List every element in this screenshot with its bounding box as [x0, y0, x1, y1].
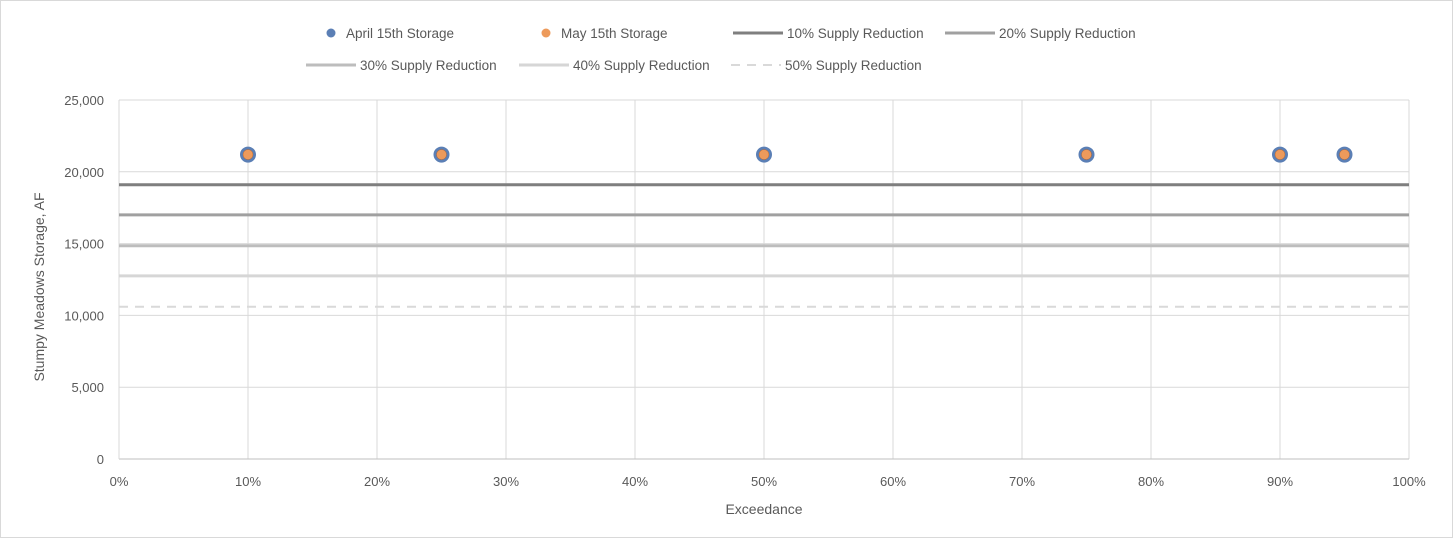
legend-label: May 15th Storage — [561, 26, 668, 41]
axes: 0% 10% 20% 30% 40% 50% 60% 70% 80% 90% 100% 0 5,000 1… — [64, 93, 1426, 489]
y-tick-label: 5,000 — [71, 380, 104, 395]
legend-item: April 15th Storage — [327, 26, 455, 41]
legend-label: 10% Supply Reduction — [787, 26, 924, 41]
x-tick-label: 100% — [1392, 474, 1426, 489]
x-tick-label: 60% — [880, 474, 906, 489]
x-tick-label: 90% — [1267, 474, 1293, 489]
x-tick-label: 0% — [110, 474, 129, 489]
legend-item: May 15th Storage — [542, 26, 668, 41]
legend-label: 50% Supply Reduction — [785, 58, 922, 73]
legend-item: 20% Supply Reduction — [945, 26, 1136, 41]
legend-label: 30% Supply Reduction — [360, 58, 497, 73]
legend-item: 30% Supply Reduction — [306, 58, 497, 73]
legend-marker — [327, 29, 336, 38]
x-axis-title: Exceedance — [725, 501, 802, 517]
x-tick-label: 70% — [1009, 474, 1035, 489]
may-storage-point — [1275, 150, 1285, 160]
storage-points — [241, 147, 1353, 162]
y-tick-label: 10,000 — [64, 308, 104, 323]
y-tick-label: 25,000 — [64, 93, 104, 108]
legend-item: 10% Supply Reduction — [733, 26, 924, 41]
y-tick-label: 20,000 — [64, 165, 104, 180]
may-storage-point — [1082, 150, 1092, 160]
x-tick-label: 80% — [1138, 474, 1164, 489]
x-tick-label: 20% — [364, 474, 390, 489]
legend-label: April 15th Storage — [346, 26, 454, 41]
legend-marker — [542, 29, 551, 38]
x-tick-label: 50% — [751, 474, 777, 489]
legend-label: 20% Supply Reduction — [999, 26, 1136, 41]
y-tick-label: 0 — [97, 452, 104, 467]
x-tick-label: 40% — [622, 474, 648, 489]
y-axis-title: Stumpy Meadows Storage, AF — [31, 192, 47, 381]
may-storage-point — [759, 150, 769, 160]
may-storage-point — [437, 150, 447, 160]
may-storage-point — [243, 150, 253, 160]
legend-item: 40% Supply Reduction — [519, 58, 710, 73]
legend-item: 50% Supply Reduction — [731, 58, 922, 73]
may-storage-point — [1340, 150, 1350, 160]
legend: April 15th Storage May 15th Storage 10% Su… — [306, 26, 1136, 73]
y-tick-label: 15,000 — [64, 237, 104, 252]
x-tick-label: 10% — [235, 474, 261, 489]
x-tick-label: 30% — [493, 474, 519, 489]
legend-label: 40% Supply Reduction — [573, 58, 710, 73]
